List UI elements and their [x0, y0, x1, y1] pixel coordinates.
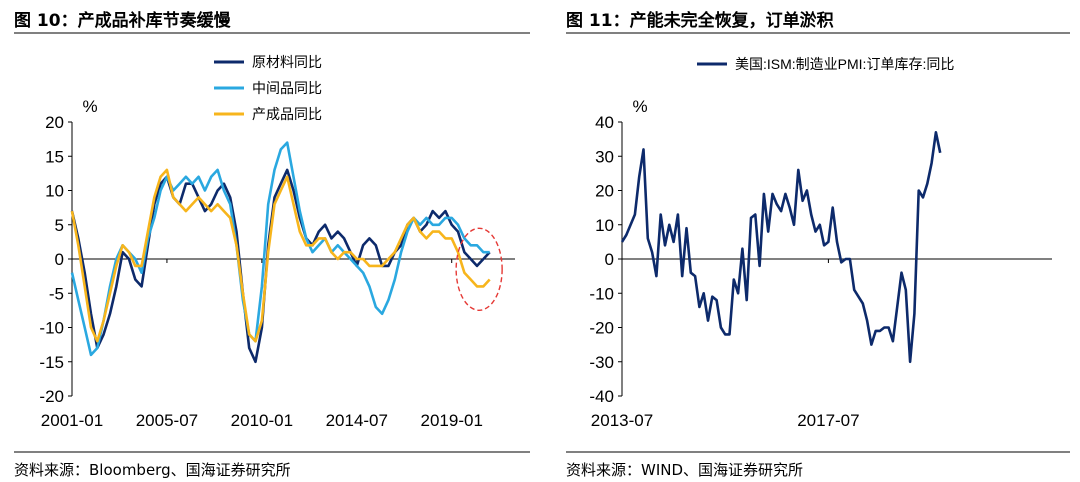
right-x-tick-label: 2017-07 [797, 411, 859, 430]
left-highlight-ellipse [455, 227, 503, 311]
left-x-tick-label: 2005-07 [136, 411, 198, 430]
ism-order-backlog-chart: 40 30 20 10 0 -10 -20 -30 -40% 2013-07 2017-07 美国:I… [566, 32, 1070, 453]
left-y-tick-label: -20 [39, 387, 64, 406]
left-series-line-2 [70, 141, 490, 357]
left-legend-label: 产成品同比 [252, 106, 322, 122]
right-series-line-1 [620, 131, 942, 364]
right-y-tick-label: 40 [595, 113, 614, 132]
right-y-tick-label: 10 [595, 216, 614, 235]
right-unit-label: % [632, 97, 647, 116]
left-y-tick-label: 0 [55, 250, 64, 269]
left-x-tick-label: 2010-01 [231, 411, 293, 430]
left-y-tick-label: 10 [45, 182, 64, 201]
left-source-note: 资料来源：Bloomberg、国海证券研究所 [14, 461, 291, 479]
left-y-tick-label: -10 [39, 319, 64, 338]
inventory-yoy-chart: 20 15 10 5 0 -5 -10 -15 -20% 2001-01 2005-07 2010-0… [14, 32, 530, 453]
right-chart-title: 图 11：产能未完全恢复，订单淤积 [566, 11, 834, 31]
right-x-tick-label: 2013-07 [591, 411, 653, 430]
left-chart-title: 图 10：产成品补库节奏缓慢 [14, 11, 231, 31]
right-legend-label: 美国:ISM:制造业PMI:订单库存:同比 [735, 56, 954, 72]
right-y-tick-label: 0 [605, 250, 614, 269]
right-y-tick-label: -40 [589, 387, 614, 406]
right-y-tick-label: 30 [595, 147, 614, 166]
left-series-line-3 [70, 168, 491, 343]
left-x-tick-label: 2014-07 [326, 411, 388, 430]
right-y-tick-label: -20 [589, 319, 614, 338]
right-y-tick-label: 20 [595, 182, 614, 201]
left-y-tick-label: -5 [49, 284, 64, 303]
left-x-tick-label: 2019-01 [421, 411, 483, 430]
right-y-tick-label: -30 [589, 353, 614, 372]
left-y-tick-label: 15 [45, 147, 64, 166]
left-unit-label: % [82, 97, 97, 116]
left-y-tick-label: 20 [45, 113, 64, 132]
left-x-tick-label: 2001-01 [41, 411, 103, 430]
left-legend-label: 中间品同比 [252, 80, 322, 96]
right-y-tick-label: -10 [589, 284, 614, 303]
left-legend-label: 原材料同比 [252, 54, 322, 70]
left-y-tick-label: 5 [55, 216, 64, 235]
left-y-tick-label: -15 [39, 353, 64, 372]
right-source-note: 资料来源：WIND、国海证券研究所 [566, 461, 804, 479]
